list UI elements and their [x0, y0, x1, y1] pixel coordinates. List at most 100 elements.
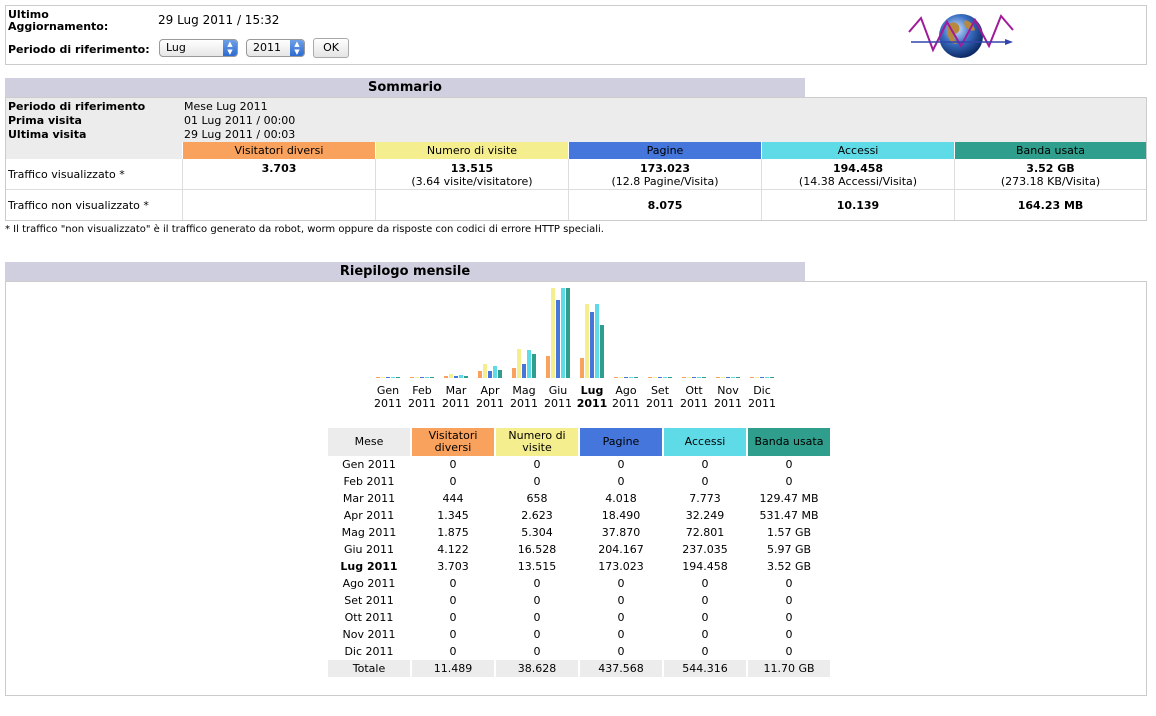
chart-bar-bandwidth	[532, 354, 536, 378]
chart-month-name: Giu	[548, 384, 568, 397]
chart-bar-visits	[653, 377, 657, 378]
year-select-value: 2011	[253, 41, 281, 54]
chart-bar-pages	[454, 376, 458, 378]
table-row: Gen 2011 0 0 0 0 0	[328, 456, 830, 473]
table-row: Lug 2011 3.703 13.515 173.023 194.458 3.52 GB	[328, 558, 830, 575]
update-panel: Ultimo Aggiornamento: 29 Lug 2011 / 15:3…	[5, 5, 1147, 65]
cell-bandwidth: 0	[785, 458, 793, 471]
cell-bandwidth: 0	[785, 628, 793, 641]
table-row: Nov 2011 0 0 0 0 0	[328, 626, 830, 643]
cell-bandwidth: 0	[785, 645, 793, 658]
chart-bar-visits	[449, 374, 453, 378]
cell-month: Ago 2011	[342, 577, 396, 590]
chart-bar-visits	[551, 288, 555, 378]
ok-button[interactable]: OK	[313, 38, 349, 58]
cell-visitors: 0	[449, 458, 457, 471]
total-pages: 437.568	[580, 660, 662, 677]
chart-bar-bandwidth	[634, 377, 638, 378]
chart-month-label: Lug 2011	[575, 384, 609, 410]
cell-month: Ott 2011	[344, 611, 394, 624]
chart-bar-hits	[459, 375, 463, 378]
cell-hits: 72.801	[685, 526, 725, 539]
chart-bar-pages	[726, 377, 730, 378]
chart-bar-visits	[687, 377, 691, 378]
chart-bar-bandwidth	[668, 377, 672, 378]
chart-bar-hits	[595, 304, 599, 378]
viewed-visits-sub: (3.64 visite/visitatore)	[411, 175, 533, 188]
cell-visitors: 444	[442, 492, 464, 505]
table-row: Feb 2011 0 0 0 0 0	[328, 473, 830, 490]
select-arrows-icon: ▲ ▼	[223, 40, 237, 56]
cell-month: Set 2011	[344, 594, 394, 607]
cell-pages: 0	[617, 594, 625, 607]
chart-bar-visitors	[410, 377, 414, 378]
chart-bar-hits	[765, 377, 769, 378]
month-select[interactable]: Lug ▲ ▼	[159, 39, 238, 57]
year-select[interactable]: 2011 ▲ ▼	[246, 39, 305, 57]
table-row: Giu 2011 4.122 16.528 204.167 237.035 5.97 GB	[328, 541, 830, 558]
chart-month-label: Dic 2011	[745, 384, 779, 410]
cell-visits: 0	[533, 594, 541, 607]
cell-visits: 5.304	[521, 526, 553, 539]
cell-bandwidth: 129.47 MB	[759, 492, 819, 505]
chart-month-year: 2011	[714, 397, 742, 410]
chart-bar-hits	[629, 377, 633, 378]
chart-month-name: Mar	[445, 384, 467, 397]
cell-bandwidth: 531.47 MB	[759, 509, 819, 522]
viewed-hits-sub: (14.38 Accessi/Visita)	[798, 175, 918, 188]
chart-bar-bandwidth	[736, 377, 740, 378]
chart-bar-visitors	[716, 377, 720, 378]
cell-visits: 0	[533, 645, 541, 658]
chart-month-name: Nov	[717, 384, 739, 397]
table-row: Set 2011 0 0 0 0 0	[328, 592, 830, 609]
cell-month: Gen 2011	[342, 458, 396, 471]
chart-month-label: Set 2011	[643, 384, 677, 410]
cell-month: Apr 2011	[343, 509, 395, 522]
cell-bandwidth: 0	[785, 475, 793, 488]
viewed-hits: 194.458	[832, 162, 884, 175]
total-month: Totale	[328, 660, 410, 677]
table-row: Apr 2011 1.345 2.623 18.490 32.249 531.47 MB	[328, 507, 830, 524]
chart-bar-pages	[658, 377, 662, 378]
chart-bar-visitors	[444, 376, 448, 378]
cell-pages: 0	[617, 577, 625, 590]
chart-bar-visits	[721, 377, 725, 378]
total-hits: 544.316	[664, 660, 746, 677]
cell-month: Lug 2011	[340, 560, 398, 573]
chart-bar-hits	[391, 377, 395, 378]
cell-visits: 658	[526, 492, 548, 505]
viewed-traffic-row	[6, 159, 1146, 190]
cell-visitors: 1.345	[437, 509, 469, 522]
table-row: Ago 2011 0 0 0 0 0	[328, 575, 830, 592]
cell-pages: 0	[617, 611, 625, 624]
chart-bar-visitors	[648, 377, 652, 378]
total-bandwidth: 11.70 GB	[748, 660, 830, 677]
cell-pages: 0	[617, 645, 625, 658]
chart-bar-bandwidth	[600, 325, 604, 378]
chart-bar-hits	[425, 377, 429, 378]
summary-title: Sommario	[5, 78, 805, 97]
not-viewed-traffic-label: Traffico non visualizzato *	[8, 199, 149, 212]
col-visits: Numero di visite	[496, 428, 578, 456]
chart-month-label: Gen 2011	[371, 384, 405, 410]
summary-panel: Periodo di riferimento Mese Lug 2011 Pri…	[5, 97, 1147, 221]
cell-bandwidth: 3.52 GB	[766, 560, 812, 573]
cell-hits: 194.458	[682, 560, 728, 573]
cell-pages: 18.490	[601, 509, 641, 522]
viewed-pages-sub: (12.8 Pagine/Visita)	[611, 175, 719, 188]
cell-hits: 0	[701, 628, 709, 641]
chart-bar-bandwidth	[396, 377, 400, 378]
monthly-table-body: Gen 2011 0 0 0 0 0 Feb 2011 0 0 0 0 0 Mar 2011 444 658…	[328, 456, 830, 677]
chart-bar-visitors	[614, 377, 618, 378]
select-arrows-icon: ▲ ▼	[290, 40, 304, 56]
last-update-value: 29 Lug 2011 / 15:32	[158, 13, 280, 27]
chart-month-year: 2011	[748, 397, 776, 410]
monthly-panel: Gen 2011 Feb 2011 Mar 2011 Apr 2011 Mag 2011 Giu 20…	[5, 281, 1147, 696]
cell-pages: 173.023	[598, 560, 644, 573]
cell-pages: 0	[617, 475, 625, 488]
chart-bar-pages	[420, 377, 424, 378]
cell-pages: 4.018	[605, 492, 637, 505]
cell-hits: 32.249	[685, 509, 725, 522]
chart-month-name: Ago	[615, 384, 637, 397]
chart-bar-bandwidth	[702, 377, 706, 378]
